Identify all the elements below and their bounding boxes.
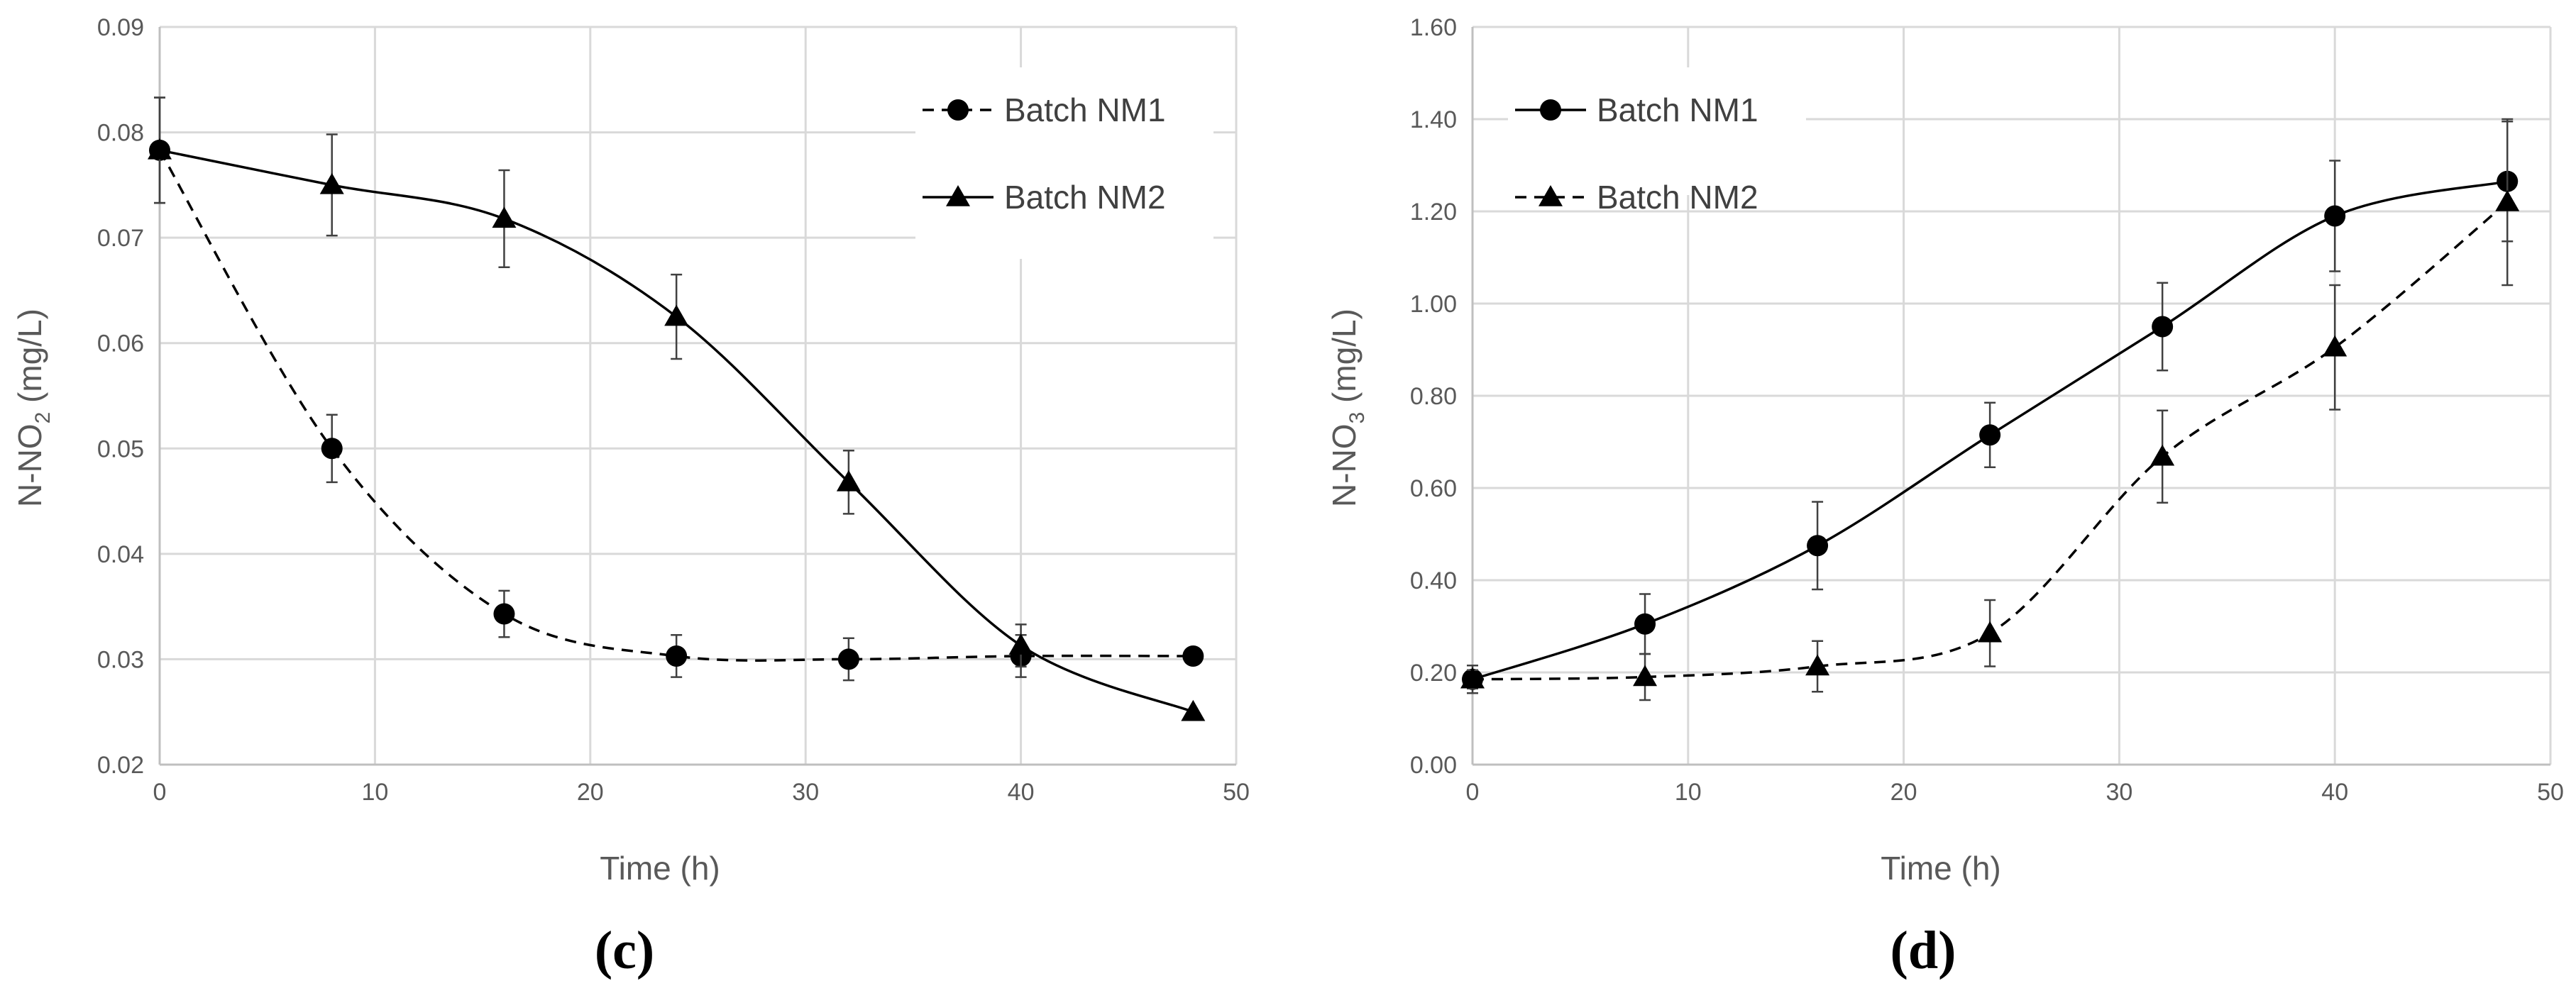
y-tick-label: 0.20 [1410, 660, 1457, 687]
legend: Batch NM1 Batch NM2 [915, 67, 1213, 259]
y-axis-title: N-NO3 (mg/L) [1326, 309, 1369, 507]
x-tick-label: 0 [1466, 779, 1480, 806]
y-tick-label: 0.07 [97, 225, 144, 252]
data-point-triangle [836, 470, 861, 492]
y-tick-label: 0.04 [97, 541, 144, 568]
x-axis-title: Time (h) [1881, 850, 2001, 887]
data-point-triangle [2495, 190, 2520, 211]
legend-label: Batch NM2 [1597, 179, 1758, 216]
x-tick-label: 0 [153, 779, 167, 806]
data-point-triangle [1008, 633, 1033, 655]
x-tick-label: 20 [577, 779, 604, 806]
data-point-circle [1979, 424, 2001, 446]
legend-label: Batch NM2 [1004, 179, 1166, 216]
data-point-circle [837, 648, 859, 670]
legend-marker-triangle [1539, 185, 1563, 206]
legend: Batch NM1 Batch NM2 [1508, 67, 1806, 216]
data-point-circle [1807, 535, 1829, 557]
x-tick-label: 10 [1675, 779, 1702, 806]
y-tick-label: 1.60 [1410, 14, 1457, 41]
y-tick-label: 0.40 [1410, 567, 1457, 594]
y-tick-label: 0.03 [97, 646, 144, 673]
x-tick-label: 50 [2537, 779, 2564, 806]
y-tick-label: 0.06 [97, 331, 144, 357]
y-tick-label: 1.40 [1410, 106, 1457, 133]
chart-panel-d: 0 10 20 30 40 50 0.00 0.20 0.40 0.60 0.80 1.00 1.20 1… [1326, 14, 2564, 980]
data-point-circle [1634, 613, 1656, 635]
legend-marker-triangle [946, 185, 970, 206]
panel-label-c: (c) [595, 921, 654, 980]
y-tick-label: 0.05 [97, 436, 144, 462]
chart-panel-c: 0 10 20 30 40 50 0.02 0.03 0.04 0.05 0.06 0.07 0.08 0… [11, 14, 1250, 980]
data-point-triangle [1460, 667, 1485, 689]
x-tick-label: 50 [1223, 779, 1250, 806]
data-point-triangle [319, 172, 344, 194]
legend-background [915, 67, 1213, 259]
x-tick-label: 30 [792, 779, 819, 806]
data-point-triangle [492, 206, 517, 228]
y-tick-label: 0.02 [97, 752, 144, 779]
y-tick-label: 1.00 [1410, 291, 1457, 318]
x-tick-label: 20 [1890, 779, 1917, 806]
data-point-circle [321, 438, 343, 460]
legend-label: Batch NM1 [1004, 91, 1166, 128]
data-point-circle [666, 645, 688, 667]
legend-marker-circle [947, 99, 969, 121]
data-point-triangle [2150, 444, 2175, 466]
panel-label-d: (d) [1890, 921, 1956, 980]
x-axis-title: Time (h) [600, 850, 720, 887]
data-point-triangle [1181, 699, 1206, 721]
data-point-triangle [1978, 621, 2003, 643]
y-tick-label: 0.80 [1410, 383, 1457, 410]
y-tick-label: 0.00 [1410, 752, 1457, 779]
y-axis-title: N-NO2 (mg/L) [11, 309, 55, 507]
x-tick-label: 40 [2321, 779, 2348, 806]
data-point-circle [1182, 645, 1204, 667]
data-point-triangle [1633, 665, 1658, 687]
data-point-triangle [148, 138, 172, 160]
data-point-circle [493, 603, 515, 625]
x-tick-label: 30 [2106, 779, 2132, 806]
data-point-circle [2324, 205, 2346, 227]
x-tick-label: 10 [361, 779, 388, 806]
y-tick-label: 0.08 [97, 120, 144, 147]
data-point-triangle [1805, 654, 1830, 676]
data-point-triangle [664, 304, 689, 326]
y-tick-label: 1.20 [1410, 199, 1457, 226]
data-point-triangle [2323, 335, 2347, 357]
legend-marker-circle [1540, 99, 1561, 121]
data-point-circle [2152, 316, 2174, 338]
legend-label: Batch NM1 [1597, 91, 1758, 128]
y-tick-label: 0.09 [97, 14, 144, 41]
x-tick-label: 40 [1008, 779, 1035, 806]
y-tick-label: 0.60 [1410, 475, 1457, 502]
legend-background [1508, 67, 1806, 195]
